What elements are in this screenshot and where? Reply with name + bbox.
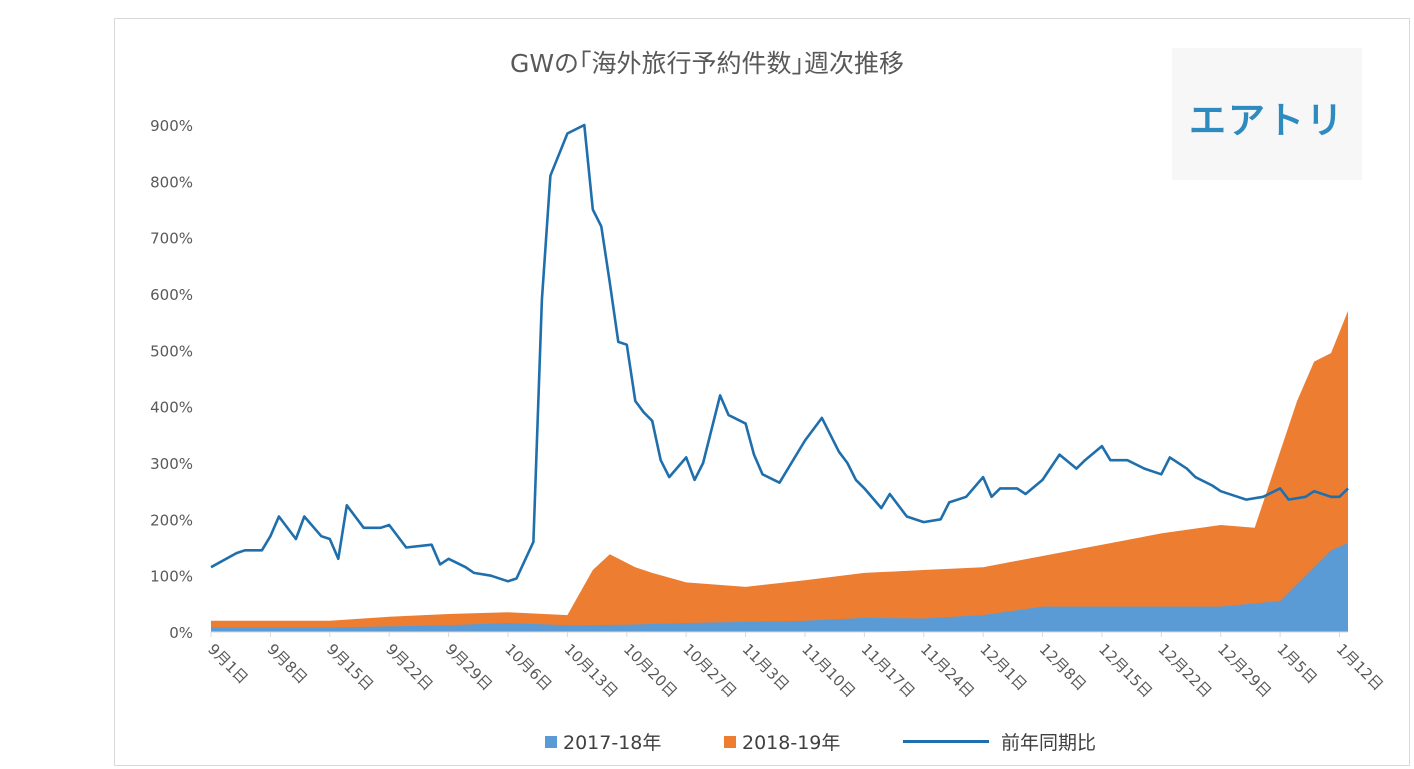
line-series-yoy (210, 123, 1349, 583)
y-tick-label: 400% (150, 399, 193, 417)
legend-item-2017-18: 2017-18年 (545, 728, 661, 755)
x-tick-label: 10月6日 (501, 640, 555, 694)
area-series (211, 310, 1348, 632)
x-tick-label: 10月27日 (679, 640, 740, 701)
area-series-2017-18 (211, 543, 1348, 632)
logo-text: エアトリ (1189, 99, 1345, 142)
legend-label-yoy: 前年同期比 (1001, 732, 1097, 754)
y-tick-label: 0% (169, 624, 193, 642)
airtrip-logo: エアトリ (1172, 48, 1362, 180)
x-tick-label: 10月20日 (620, 640, 681, 701)
x-tick-label: 9月29日 (442, 640, 496, 694)
legend-item-2018-19: 2018-19年 (724, 728, 840, 755)
x-tick-label: 12月22日 (1155, 640, 1216, 701)
legend-label-2017-18: 2017-18年 (563, 732, 662, 754)
x-tick-label: 12月29日 (1214, 640, 1275, 701)
y-tick-label: 700% (150, 230, 193, 248)
x-axis: 9月1日 9月8日 9月15日 9月22日 9月29日 10月6日 10月13日10月20日… (204, 632, 1387, 701)
x-tick-label: 11月17日 (858, 640, 919, 701)
y-axis: 0% 100% 200% 300% 400% 500% 600% 700% 800% 900% (150, 117, 193, 642)
y-tick-label: 200% (150, 511, 193, 529)
legend: 2017-18年 2018-19年 前年同期比 (0, 728, 1414, 756)
x-tick-label: 1月12日 (1333, 640, 1387, 694)
chart-frame (114, 18, 1410, 766)
y-tick-label: 300% (150, 455, 193, 473)
x-tick-label: 12月1日 (976, 640, 1030, 694)
area-series-2018-19 (211, 310, 1348, 632)
x-tick-label: 9月8日 (264, 640, 311, 687)
x-tick-label: 11月3日 (739, 640, 793, 694)
legend-item-yoy: 前年同期比 (903, 728, 1096, 755)
x-tick-label: 11月10日 (798, 640, 859, 701)
y-tick-label: 800% (150, 173, 193, 191)
x-tick-label: 1月5日 (1273, 640, 1320, 687)
y-tick-label: 600% (150, 286, 193, 304)
line-series (210, 123, 1349, 583)
x-tick-label: 10月13日 (561, 640, 622, 701)
legend-label-2018-19: 2018-19年 (742, 732, 841, 754)
legend-line-blue (903, 740, 989, 743)
x-tick-label: 11月24日 (917, 640, 978, 701)
x-tick-label: 12月8日 (1036, 640, 1090, 694)
x-tick-label: 9月15日 (323, 640, 377, 694)
x-tick-label: 9月1日 (204, 640, 251, 687)
x-tick-label: 9月22日 (382, 640, 436, 694)
y-tick-label: 500% (150, 342, 193, 360)
x-tick-label: 12月15日 (1095, 640, 1156, 701)
y-tick-label: 900% (150, 117, 193, 135)
legend-swatch-orange (724, 736, 736, 748)
chart-title: GWの｢海外旅行予約件数｣週次推移 (509, 49, 905, 78)
legend-swatch-blue (545, 736, 557, 748)
y-tick-label: 100% (150, 568, 193, 586)
